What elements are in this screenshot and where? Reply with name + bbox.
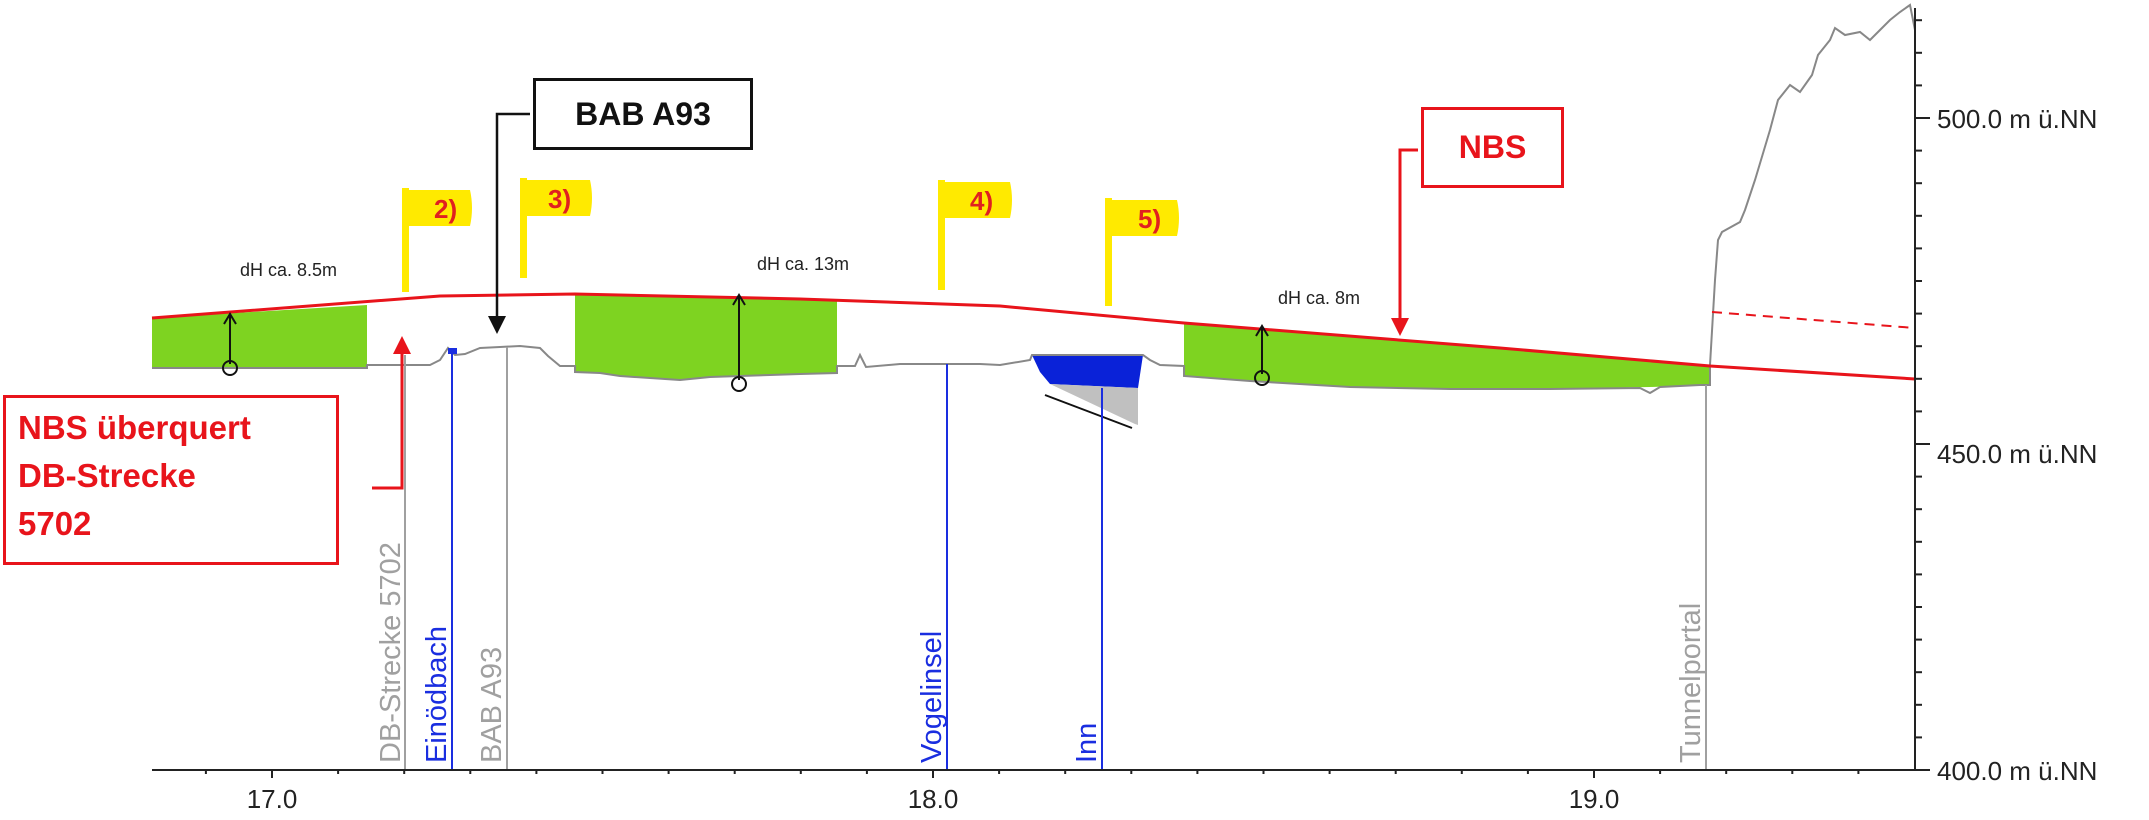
label-vogelinsel: Vogelinsel [916, 631, 948, 763]
nbs-callout-arrow [1398, 148, 1418, 325]
einoedbach-marker [448, 348, 457, 354]
label-einoedbach: Einödbach [421, 626, 453, 763]
y-tick-label-400: 400.0 m ü.NN [1937, 756, 2097, 786]
label-inn: Inn [1071, 723, 1103, 763]
y-tick-label-450: 450.0 m ü.NN [1937, 439, 2097, 469]
river-bed [1050, 384, 1138, 425]
height-difference-area-2 [575, 294, 837, 380]
axis-ticks [204, 19, 1930, 778]
svg-text:2): 2) [434, 194, 457, 224]
dh-label-2: dH ca. 13m [757, 254, 849, 274]
nbs-callout-box: NBS [1421, 107, 1564, 188]
flag-3: 3) [520, 178, 592, 278]
river-water [1032, 355, 1143, 388]
svg-text:3): 3) [548, 184, 571, 214]
flag-2: 2) [402, 188, 472, 292]
x-tick-label-18: 18.0 [908, 784, 959, 814]
crossing-callout-arrowhead [393, 336, 411, 354]
label-db-strecke: DB-Strecke 5702 [375, 542, 407, 763]
bab-callout-box: BAB A93 [533, 78, 753, 150]
dh-measure-1 [222, 312, 238, 376]
crossing-callout-box: NBS überquert DB-Strecke 5702 [3, 395, 339, 565]
nbs-tunnel-line [1711, 311, 1916, 329]
crossing-callout-arrow [372, 350, 404, 490]
svg-text:5): 5) [1138, 204, 1161, 234]
flag-4: 4) [938, 180, 1012, 290]
bab-callout-arrow [495, 112, 530, 322]
nbs-callout-text: NBS [1458, 129, 1527, 165]
terrain-line [152, 3, 1916, 395]
crossing-callout-line-1: NBS überquert [18, 409, 251, 446]
height-difference-area-3 [1184, 323, 1710, 390]
x-tick-label-19: 19.0 [1569, 784, 1620, 814]
label-tunnelportal: Tunnelportal [1675, 603, 1707, 763]
x-tick-label-17: 17.0 [247, 784, 298, 814]
flag-5: 5) [1105, 198, 1179, 306]
dh-label-1: dH ca. 8.5m [240, 260, 337, 280]
dh-label-3: dH ca. 8m [1278, 288, 1360, 308]
label-bab-a93: BAB A93 [476, 647, 508, 763]
nbs-callout-arrowhead [1391, 318, 1409, 336]
bab-callout-text: BAB A93 [575, 96, 711, 132]
nbs-line [151, 292, 1916, 381]
bab-callout-arrowhead [488, 316, 506, 334]
dh-measure-2 [731, 293, 747, 392]
y-tick-label-500: 500.0 m ü.NN [1937, 104, 2097, 134]
svg-text:4): 4) [970, 186, 993, 216]
dh-measure-3 [1254, 324, 1270, 386]
crossing-callout-line-3: 5702 [18, 505, 92, 542]
crossing-callout-line-2: DB-Strecke [18, 457, 196, 494]
height-difference-area-1 [152, 305, 367, 368]
river-bed-line [1044, 394, 1133, 429]
